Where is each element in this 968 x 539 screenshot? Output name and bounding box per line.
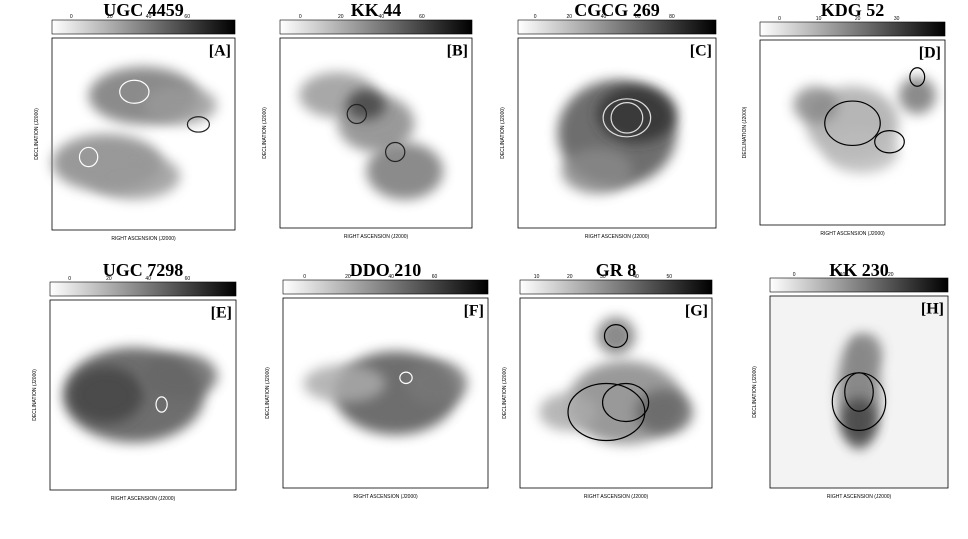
y-axis-label: DECLINATION (J2000) (752, 366, 758, 418)
panel: GR 8 10 20 30 40 50 [G] RIGHT ASCENSION (J2000)… (502, 260, 713, 500)
x-axis-label: RIGHT ASCENSION (J2000) (584, 494, 649, 500)
x-axis-label: RIGHT ASCENSION (J2000) (827, 494, 892, 500)
x-axis-label: RIGHT ASCENSION (J2000) (820, 231, 885, 237)
y-axis-label: DECLINATION (J2000) (32, 369, 38, 421)
panel: UGC 4459 0 20 40 60 [A] RIGHT ASCENSION (J2000… (34, 0, 236, 242)
colorbar-tick-label: 10 (840, 272, 846, 278)
colorbar-tick-label: 10 (816, 16, 822, 22)
image (303, 351, 468, 435)
panel: DDO 210 0 20 40 60 [F] RIGHT ASCENSION (J2000)… (265, 260, 489, 500)
colorbar (517, 19, 717, 35)
colorbar (519, 279, 713, 295)
colorbar (51, 19, 236, 35)
panel-title: DDO 210 (350, 260, 422, 280)
colorbar-tick-label: 30 (600, 274, 606, 280)
image (63, 347, 218, 443)
colorbar-tick-label: 60 (635, 14, 641, 20)
colorbar-tick-label: 60 (185, 276, 191, 282)
colorbar (279, 19, 473, 35)
colorbar-tick-label: 0 (778, 16, 781, 22)
y-axis-label: DECLINATION (J2000) (262, 107, 268, 159)
panel-label: [E] (211, 305, 232, 322)
panel: UGC 7298 0 20 40 60 [E] RIGHT ASCENSION (J2000… (32, 260, 237, 502)
panel-title: KK 44 (351, 0, 402, 20)
colorbar-tick-label: 0 (303, 274, 306, 280)
image (539, 317, 693, 445)
image (557, 79, 677, 194)
panel-title: GR 8 (596, 260, 637, 280)
colorbar-tick-label: 60 (432, 274, 438, 280)
colorbar-tick-label: 20 (107, 14, 113, 20)
y-axis-label: DECLINATION (J2000) (265, 367, 271, 419)
colorbar-tick-label: 20 (567, 274, 573, 280)
colorbar-tick-label: 0 (793, 272, 796, 278)
panel-label: [D] (919, 45, 941, 62)
x-axis-label: RIGHT ASCENSION (J2000) (111, 236, 176, 242)
x-axis-label: RIGHT ASCENSION (J2000) (111, 496, 176, 502)
colorbar-tick-label: 40 (601, 14, 607, 20)
colorbar-tick-label: 40 (146, 14, 152, 20)
panel: KK 44 0 20 40 60 [B] RIGHT ASCENSION (J2000) DE… (262, 0, 473, 240)
panel-title: KK 230 (829, 260, 889, 280)
colorbar (282, 279, 489, 295)
colorbar-tick-label: 80 (669, 14, 675, 20)
image (831, 334, 887, 450)
image (299, 72, 444, 200)
panel: KDG 52 0 10 20 30 [D] RIGHT ASCENSION (J2000) D… (742, 0, 946, 237)
image (793, 67, 936, 174)
panel-label: [C] (690, 43, 712, 60)
colorbar-tick-label: 30 (894, 16, 900, 22)
panel-label: [G] (685, 303, 708, 320)
colorbar-tick-label: 20 (888, 272, 894, 278)
colorbar (759, 21, 946, 37)
x-axis-label: RIGHT ASCENSION (J2000) (353, 494, 418, 500)
colorbar-tick-label: 10 (534, 274, 540, 280)
colorbar-tick-label: 40 (633, 274, 639, 280)
colorbar-tick-label: 20 (567, 14, 573, 20)
panel-label: [F] (464, 303, 484, 320)
colorbar-tick-label: 40 (145, 276, 151, 282)
y-axis-label: DECLINATION (J2000) (34, 108, 40, 160)
panel-label: [A] (209, 43, 231, 60)
x-axis-label: RIGHT ASCENSION (J2000) (344, 234, 409, 240)
colorbar (769, 277, 949, 293)
colorbar-tick-label: 20 (345, 274, 351, 280)
panel: CGCG 269 0 20 40 60 80 [C] RIGHT ASCENSION (J20… (500, 0, 717, 240)
colorbar (49, 281, 237, 297)
colorbar-tick-label: 60 (419, 14, 425, 20)
colorbar-tick-label: 20 (106, 276, 112, 282)
panel-title: KDG 52 (821, 0, 885, 20)
panel-title: UGC 4459 (103, 0, 184, 20)
x-axis-label: RIGHT ASCENSION (J2000) (585, 234, 650, 240)
colorbar-tick-label: 20 (338, 14, 344, 20)
colorbar-tick-label: 60 (184, 14, 190, 20)
colorbar-tick-label: 40 (379, 14, 385, 20)
image (52, 66, 217, 200)
colorbar-tick-label: 0 (70, 14, 73, 20)
colorbar-tick-label: 40 (388, 274, 394, 280)
colorbar-tick-label: 0 (534, 14, 537, 20)
colorbar-tick-label: 0 (68, 276, 71, 282)
y-axis-label: DECLINATION (J2000) (502, 367, 508, 419)
y-axis-label: DECLINATION (J2000) (500, 107, 506, 159)
panel-label: [H] (921, 301, 944, 318)
colorbar-tick-label: 0 (299, 14, 302, 20)
panel-label: [B] (447, 43, 468, 60)
panel-title: UGC 7298 (103, 260, 184, 280)
panel-title: CGCG 269 (574, 0, 660, 20)
panel: KK 230 0 10 20 [H] RIGHT ASCENSION (J2000) DEC… (752, 260, 949, 500)
y-axis-label: DECLINATION (J2000) (742, 106, 748, 158)
colorbar-tick-label: 20 (855, 16, 861, 22)
colorbar-tick-label: 50 (666, 274, 672, 280)
